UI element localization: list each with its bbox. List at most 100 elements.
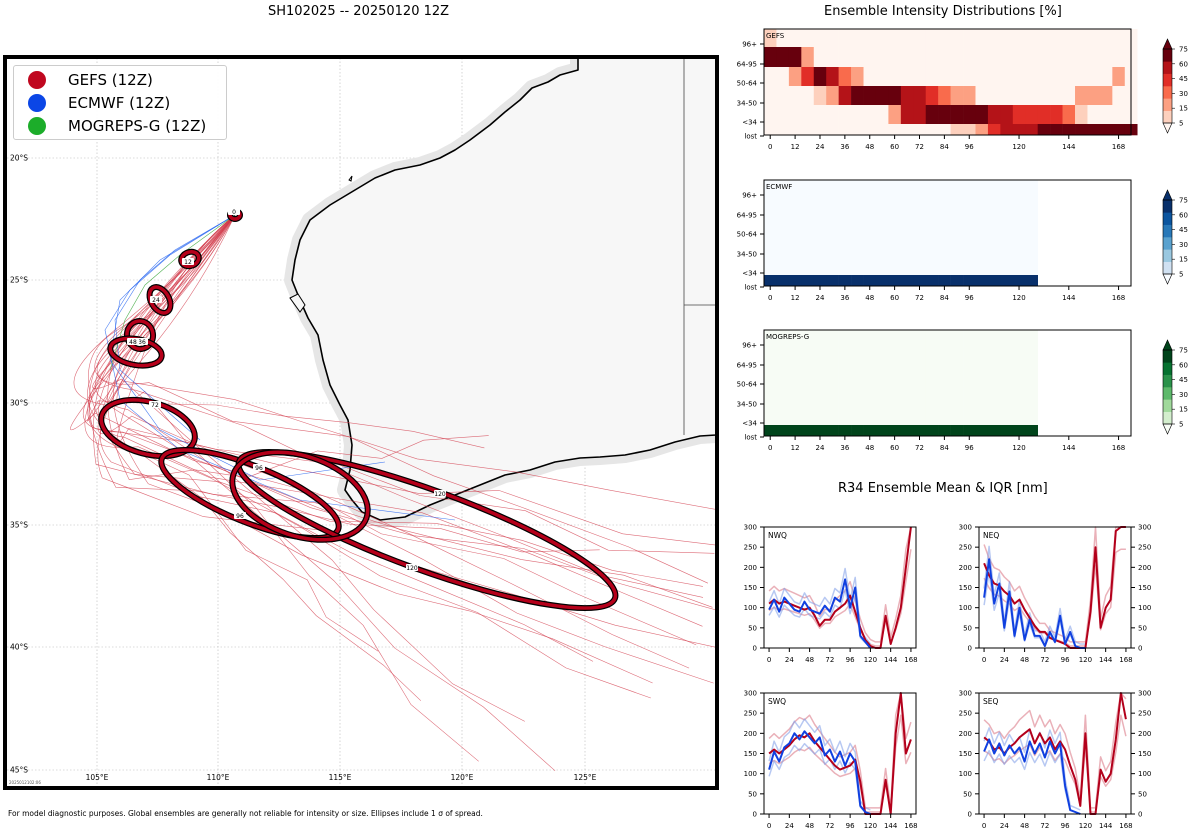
lead-tick-label: 60 bbox=[890, 444, 899, 452]
svg-text:24: 24 bbox=[152, 297, 160, 304]
heat-cell bbox=[1012, 406, 1026, 426]
legend-marker-icon bbox=[28, 117, 46, 135]
y-tick-label: 200 bbox=[744, 564, 757, 572]
y-tick-label: 0 bbox=[753, 645, 757, 653]
map-title: SH102025 -- 20250120 12Z bbox=[268, 4, 450, 19]
heat-cell bbox=[900, 406, 914, 426]
row-label: <34 bbox=[742, 420, 757, 428]
panel-label: SWQ bbox=[768, 697, 786, 706]
heat-cell bbox=[776, 86, 790, 106]
lead-tick-label: 12 bbox=[791, 294, 800, 302]
heat-cell bbox=[826, 256, 839, 276]
heat-cell bbox=[925, 237, 939, 257]
y-tick-label: 0 bbox=[968, 645, 972, 653]
colorbar-tick-label: 60 bbox=[1179, 60, 1188, 68]
heat-cell bbox=[776, 29, 790, 48]
map-legend: GEFS (12Z) ECMWF (12Z) MOGREPS-G (12Z) bbox=[13, 65, 227, 140]
legend-entry: MOGREPS-G (12Z) bbox=[28, 116, 206, 136]
colorbar-tick-label: 5 bbox=[1179, 271, 1183, 279]
y-tick-label: 50 bbox=[963, 624, 972, 632]
heat-cell bbox=[826, 124, 839, 136]
heat-cell bbox=[938, 348, 951, 369]
heat-cell bbox=[838, 275, 852, 287]
heat-cell bbox=[1087, 124, 1101, 136]
heat-cell bbox=[875, 124, 889, 136]
heat-cell bbox=[813, 124, 827, 136]
heat-cell bbox=[938, 387, 951, 407]
heat-cell bbox=[813, 256, 827, 276]
heat-cell bbox=[851, 387, 864, 407]
heat-cell bbox=[838, 237, 852, 257]
heat-cell bbox=[913, 275, 927, 287]
x-tick-label: 72 bbox=[825, 822, 834, 830]
heat-cell bbox=[888, 218, 902, 238]
heat-cell bbox=[888, 275, 902, 287]
colorbar: 75 60 45 30 15 5 bbox=[1162, 189, 1188, 285]
heat-cell bbox=[764, 67, 777, 87]
heat-cell bbox=[1062, 124, 1076, 136]
heat-cell bbox=[913, 330, 927, 349]
heat-cell bbox=[950, 86, 964, 106]
heat-cell bbox=[900, 348, 914, 369]
y-tick-label-right: 200 bbox=[1138, 564, 1151, 572]
heat-cell bbox=[950, 198, 964, 219]
heat-cell bbox=[776, 218, 790, 238]
heat-cell bbox=[1037, 124, 1051, 136]
heat-cell bbox=[1012, 256, 1026, 276]
heat-cell bbox=[987, 275, 1001, 287]
lat-label: 20°S bbox=[10, 154, 28, 163]
heat-cell bbox=[788, 124, 802, 136]
lat-label: 45°S bbox=[10, 766, 28, 775]
heat-cell bbox=[863, 406, 877, 426]
heat-cell bbox=[950, 218, 964, 238]
row-label: 96+ bbox=[742, 41, 757, 49]
heat-cell bbox=[987, 368, 1001, 388]
heat-cell bbox=[875, 425, 889, 437]
heat-cell bbox=[900, 29, 914, 48]
x-tick-label: 72 bbox=[1040, 656, 1049, 664]
svg-text:120: 120 bbox=[434, 491, 446, 498]
heat-cell bbox=[987, 387, 1001, 407]
lead-tick-label: 24 bbox=[816, 294, 825, 302]
heat-cell bbox=[888, 105, 902, 125]
heat-cell bbox=[764, 387, 777, 407]
heat-cell bbox=[950, 67, 964, 87]
heat-cell bbox=[875, 406, 889, 426]
row-label: 64-95 bbox=[737, 61, 757, 69]
lead-tick-label: 48 bbox=[865, 444, 874, 452]
heat-cell bbox=[1000, 387, 1014, 407]
lead-tick-label: 84 bbox=[940, 294, 949, 302]
heat-cell bbox=[813, 387, 827, 407]
heat-cell bbox=[1012, 237, 1026, 257]
heat-cell bbox=[813, 180, 827, 199]
ecmwf-mean-line bbox=[768, 730, 871, 815]
heat-cell bbox=[950, 348, 964, 369]
svg-text:12: 12 bbox=[184, 259, 192, 266]
heat-cell bbox=[913, 180, 927, 199]
heat-cell bbox=[1025, 29, 1038, 48]
heat-cell bbox=[1075, 47, 1088, 68]
heat-cell bbox=[813, 330, 827, 349]
heat-cell bbox=[776, 368, 790, 388]
ecmwf-track bbox=[114, 214, 236, 441]
heat-cell bbox=[913, 198, 927, 219]
lat-label: 40°S bbox=[10, 643, 28, 652]
heat-cell bbox=[813, 406, 827, 426]
y-tick-label: 150 bbox=[744, 750, 757, 758]
heat-cell bbox=[900, 425, 914, 437]
heat-cell bbox=[913, 29, 927, 48]
heat-cell bbox=[925, 86, 939, 106]
heat-cell bbox=[826, 67, 839, 87]
heat-cell bbox=[801, 406, 815, 426]
heat-cell bbox=[764, 425, 777, 437]
heat-cell bbox=[1000, 368, 1014, 388]
heat-cell bbox=[838, 29, 852, 48]
lead-tick-label: 168 bbox=[1112, 143, 1125, 151]
lead-tick-label: 48 bbox=[865, 143, 874, 151]
heat-cell bbox=[975, 67, 989, 87]
heat-cell bbox=[1037, 29, 1051, 48]
heat-cell bbox=[963, 368, 976, 388]
heat-cell bbox=[875, 330, 889, 349]
